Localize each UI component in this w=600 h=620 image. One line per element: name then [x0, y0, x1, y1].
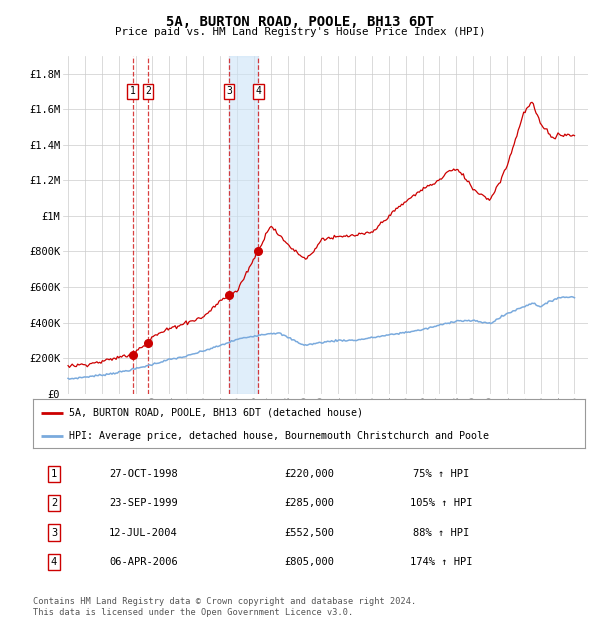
Text: Contains HM Land Registry data © Crown copyright and database right 2024.
This d: Contains HM Land Registry data © Crown c… [33, 598, 416, 617]
Text: 2: 2 [145, 86, 151, 96]
Text: £552,500: £552,500 [284, 528, 334, 538]
Text: 06-APR-2006: 06-APR-2006 [109, 557, 178, 567]
Text: 2: 2 [51, 498, 57, 508]
Text: 4: 4 [51, 557, 57, 567]
Text: £805,000: £805,000 [284, 557, 334, 567]
Text: 5A, BURTON ROAD, POOLE, BH13 6DT (detached house): 5A, BURTON ROAD, POOLE, BH13 6DT (detach… [69, 408, 363, 418]
Text: 88% ↑ HPI: 88% ↑ HPI [413, 528, 470, 538]
Text: 174% ↑ HPI: 174% ↑ HPI [410, 557, 473, 567]
Text: 1: 1 [51, 469, 57, 479]
Text: 75% ↑ HPI: 75% ↑ HPI [413, 469, 470, 479]
Text: £220,000: £220,000 [284, 469, 334, 479]
Text: 23-SEP-1999: 23-SEP-1999 [109, 498, 178, 508]
Text: 27-OCT-1998: 27-OCT-1998 [109, 469, 178, 479]
Text: Price paid vs. HM Land Registry's House Price Index (HPI): Price paid vs. HM Land Registry's House … [115, 27, 485, 37]
Text: £285,000: £285,000 [284, 498, 334, 508]
Text: 3: 3 [226, 86, 232, 96]
Text: 12-JUL-2004: 12-JUL-2004 [109, 528, 178, 538]
Text: 5A, BURTON ROAD, POOLE, BH13 6DT: 5A, BURTON ROAD, POOLE, BH13 6DT [166, 16, 434, 30]
Text: 3: 3 [51, 528, 57, 538]
Bar [229, 56, 258, 394]
Text: 4: 4 [255, 86, 261, 96]
Text: 1: 1 [130, 86, 136, 96]
Text: HPI: Average price, detached house, Bournemouth Christchurch and Poole: HPI: Average price, detached house, Bour… [69, 430, 489, 441]
Text: 105% ↑ HPI: 105% ↑ HPI [410, 498, 473, 508]
